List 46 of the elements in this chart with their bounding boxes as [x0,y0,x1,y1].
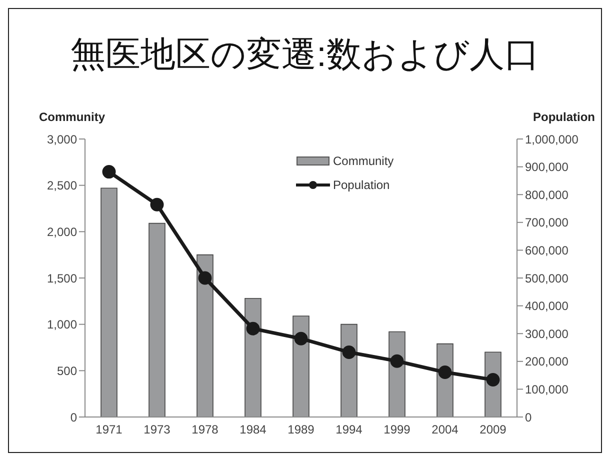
y2-tick-label: 100,000 [525,382,569,396]
point [294,332,308,346]
point [438,365,452,379]
y2-tick-label: 800,000 [525,188,569,202]
y2-tick-label: 900,000 [525,160,569,174]
y-tick-label: 1,500 [46,271,78,286]
bar [100,188,118,417]
y2-tick-label: 200,000 [525,354,569,369]
x-tick-label: 1994 [336,422,363,437]
legend-label: Community [333,154,394,168]
point [150,198,164,212]
y2-tick-label: 600,000 [525,243,569,258]
y-tick-label: 2,500 [46,178,78,193]
y-axis-title: Community [39,110,105,124]
y2-tick-label: 400,000 [525,299,569,314]
x-tick-label: 1971 [96,422,123,437]
bar [196,254,214,417]
x-tick-label: 1989 [288,422,315,437]
bar [292,316,310,417]
y2-tick-label: 300,000 [525,326,569,341]
point [390,354,404,368]
y-tick-label: 2,000 [46,224,78,239]
y2-axis-title: Population [533,110,595,124]
x-tick-label: 2004 [432,422,459,437]
y2-tick-label: 1,000,000 [525,132,579,146]
point [102,165,116,179]
point [198,271,212,285]
point [342,345,356,359]
x-tick-label: 1999 [384,422,411,437]
x-tick-label: 1973 [144,422,171,437]
y-tick-label: 0 [70,410,78,424]
x-tick-label: 2009 [480,422,507,437]
bar [244,298,262,417]
y2-tick-label: 700,000 [525,216,569,230]
bar [148,222,166,417]
x-tick-label: 1984 [240,422,267,437]
x-tick-label: 1978 [192,422,219,437]
y-tick-label: 500 [56,364,78,378]
legend-label: Population [333,178,390,192]
y-tick-label: 3,000 [46,132,78,146]
y-tick-label: 1,000 [46,318,78,332]
y2-tick-label: 0 [525,410,532,424]
point [246,322,260,336]
y2-tick-label: 500,000 [525,271,569,286]
chart-title: 無医地区の変遷:数および人口 [70,34,540,76]
point [486,373,500,386]
